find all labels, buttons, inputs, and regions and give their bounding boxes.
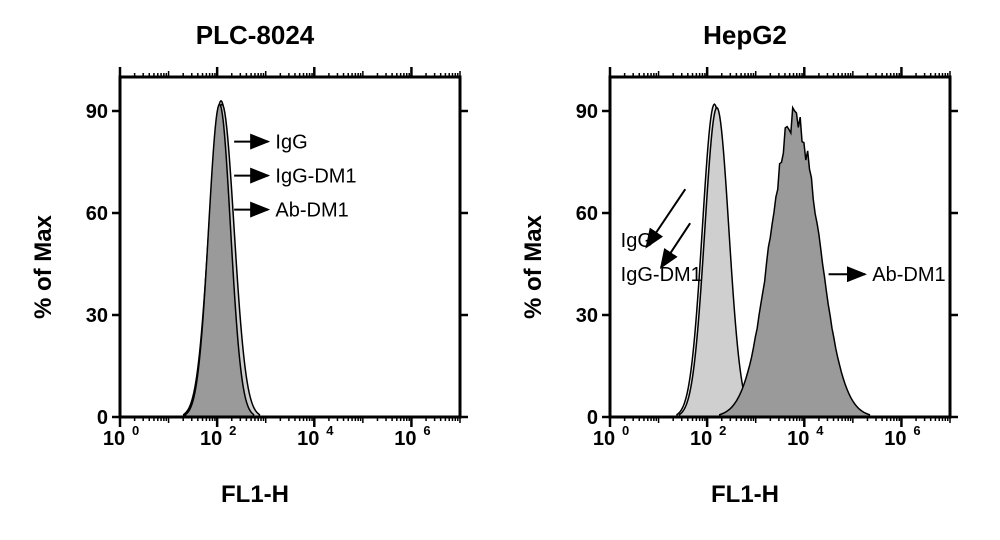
plot-wrap-hepg2: % of Max 0306090100102104106IgGIgG-DM1Ab… <box>520 57 970 477</box>
svg-text:30: 30 <box>86 305 108 327</box>
panel-title-plc: PLC-8024 <box>196 20 315 51</box>
svg-text:Ab-DM1: Ab-DM1 <box>275 200 348 222</box>
plot-wrap-plc: % of Max 0306090100102104106IgGIgG-DM1Ab… <box>30 57 480 477</box>
svg-text:0: 0 <box>622 423 629 438</box>
svg-text:10: 10 <box>787 428 809 450</box>
panel-plc: PLC-8024 % of Max 0306090100102104106IgG… <box>30 20 480 509</box>
xlabel-hepg2: FL1-H <box>711 481 779 509</box>
svg-text:0: 0 <box>132 423 139 438</box>
panel-hepg2: HepG2 % of Max 0306090100102104106IgGIgG… <box>520 20 970 509</box>
svg-text:IgG: IgG <box>275 132 307 154</box>
panel-title-hepg2: HepG2 <box>703 20 787 51</box>
svg-text:6: 6 <box>913 423 920 438</box>
svg-text:IgG: IgG <box>621 230 653 252</box>
svg-text:IgG-DM1: IgG-DM1 <box>275 166 356 188</box>
svg-text:Ab-DM1: Ab-DM1 <box>872 264 945 286</box>
svg-text:0: 0 <box>97 407 108 429</box>
svg-text:10: 10 <box>690 428 712 450</box>
ylabel-plc: % of Max <box>30 215 58 319</box>
svg-text:10: 10 <box>394 428 416 450</box>
svg-text:2: 2 <box>719 423 726 438</box>
chart-plc: 0306090100102104106IgGIgG-DM1Ab-DM1 <box>60 57 480 477</box>
svg-text:60: 60 <box>576 203 598 225</box>
svg-text:10: 10 <box>200 428 222 450</box>
svg-text:10: 10 <box>884 428 906 450</box>
svg-text:90: 90 <box>576 101 598 123</box>
xlabel-plc: FL1-H <box>221 481 289 509</box>
svg-text:6: 6 <box>423 423 430 438</box>
chart-hepg2: 0306090100102104106IgGIgG-DM1Ab-DM1 <box>550 57 970 477</box>
svg-text:0: 0 <box>587 407 598 429</box>
svg-text:90: 90 <box>86 101 108 123</box>
svg-text:10: 10 <box>297 428 319 450</box>
svg-text:4: 4 <box>326 423 334 438</box>
svg-text:60: 60 <box>86 203 108 225</box>
svg-text:10: 10 <box>103 428 125 450</box>
svg-text:4: 4 <box>816 423 824 438</box>
ylabel-hepg2: % of Max <box>520 215 548 319</box>
svg-text:2: 2 <box>229 423 236 438</box>
svg-text:10: 10 <box>593 428 615 450</box>
svg-text:IgG-DM1: IgG-DM1 <box>621 264 702 286</box>
svg-text:30: 30 <box>576 305 598 327</box>
